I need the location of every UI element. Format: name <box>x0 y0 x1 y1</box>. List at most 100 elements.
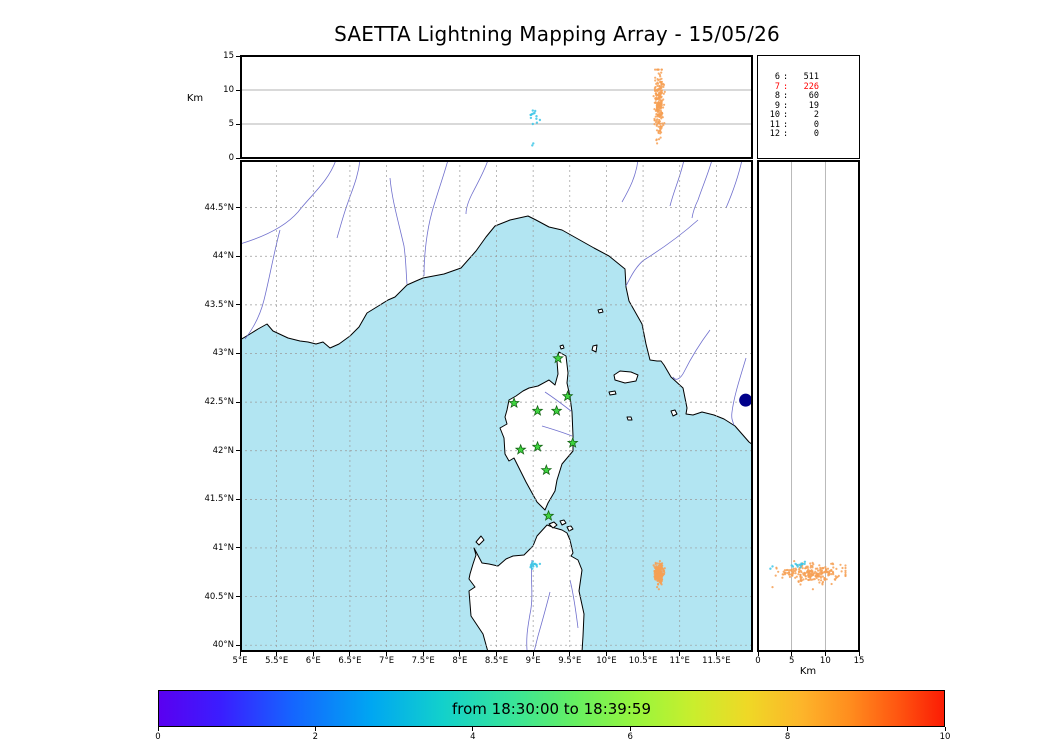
lightning-point <box>840 570 843 573</box>
lightning-point <box>663 103 666 106</box>
lightning-point <box>844 571 847 574</box>
river <box>389 177 408 285</box>
lon-tick-label: 6°E <box>305 656 321 666</box>
lightning-point <box>659 81 662 84</box>
lightning-point <box>781 576 784 579</box>
lightning-point <box>811 570 814 573</box>
lightning-point <box>654 89 657 93</box>
lightning-point <box>658 98 661 101</box>
lightning-point <box>657 125 660 128</box>
station-marker <box>508 396 520 409</box>
lon-tick <box>715 652 717 656</box>
lightning-point <box>660 102 663 106</box>
lightning-point <box>797 573 800 576</box>
lightning-point <box>535 115 538 118</box>
lightning-point <box>531 122 534 126</box>
island-montecristo <box>626 416 633 421</box>
map-panel <box>240 160 753 652</box>
station-count-value: 19 <box>808 100 819 111</box>
lightning-point <box>655 98 658 101</box>
lat-tick <box>236 207 240 209</box>
lightning-point <box>797 570 801 573</box>
lightning-point <box>787 573 791 576</box>
lightning-point <box>844 564 847 567</box>
lightning-point <box>793 560 796 563</box>
river <box>244 229 281 340</box>
lon-tick <box>239 652 241 656</box>
lon-tick <box>605 652 607 656</box>
lightning-point <box>532 563 535 566</box>
lightning-point <box>799 579 802 582</box>
colorbar-label: from 18:30:00 to 18:39:59 <box>451 699 651 718</box>
station-count-colon: : <box>782 81 789 92</box>
lightning-point <box>662 124 665 127</box>
top-ytick <box>236 157 240 159</box>
lightning-point <box>660 84 663 87</box>
lightning-point <box>657 567 661 570</box>
lightning-point <box>832 571 835 574</box>
lightning-point <box>799 563 802 567</box>
right-xtick-label: 15 <box>853 656 865 666</box>
lon-tick <box>386 652 388 656</box>
lightning-point <box>801 567 804 570</box>
top-ytick-label: 5 <box>228 119 234 129</box>
lon-tick <box>459 652 461 656</box>
lake-bolsena-circle <box>739 393 753 407</box>
colorbar-tick-label: 10 <box>939 732 951 742</box>
colorbar-tick-label: 0 <box>155 732 161 742</box>
top-ytick-label: 0 <box>228 153 234 163</box>
lightning-point <box>792 570 795 573</box>
altitude-latitude-panel <box>757 160 860 652</box>
colorbar-tick <box>157 727 159 731</box>
coastline-mainland <box>240 160 753 446</box>
lightning-point <box>812 578 815 581</box>
station-count-row: 10: 2 <box>758 110 859 121</box>
lightning-point <box>654 68 657 71</box>
lightning-point <box>771 586 774 589</box>
lightning-point <box>659 106 662 109</box>
lon-tick-label: 7°E <box>379 656 395 666</box>
lightning-point <box>658 103 661 106</box>
lightning-point <box>531 567 534 570</box>
lightning-point <box>799 583 802 586</box>
lightning-point <box>818 581 821 584</box>
lightning-point <box>656 562 659 565</box>
river <box>669 160 685 207</box>
right-xtick <box>858 652 860 656</box>
station-marker <box>566 436 579 448</box>
colorbar-tick <box>787 727 789 731</box>
right-xtick <box>824 652 826 656</box>
lightning-point <box>811 564 814 568</box>
lightning-point <box>656 142 659 145</box>
lon-tick-label: 8°E <box>452 656 468 666</box>
lightning-point <box>659 580 663 584</box>
lon-tick-label: 9.5°E <box>558 656 582 666</box>
lightning-point <box>531 560 534 563</box>
lightning-point <box>781 573 784 576</box>
lightning-point <box>791 574 794 577</box>
lightning-point <box>655 129 659 132</box>
colorbar-tick-label: 2 <box>312 732 319 742</box>
lightning-point <box>657 129 660 132</box>
lightning-point <box>827 574 830 577</box>
lat-tick <box>236 644 240 646</box>
lightning-point <box>660 125 663 128</box>
lightning-point <box>825 569 828 572</box>
map-gridlines <box>240 160 753 652</box>
lightning-point <box>659 569 662 572</box>
lightning-point <box>821 580 825 584</box>
station-count-key: 9 <box>774 100 780 111</box>
coastline-sardinia <box>468 524 585 652</box>
lightning-point <box>841 566 844 570</box>
lightning-point <box>538 118 542 122</box>
lightning-point <box>658 575 661 578</box>
lightning-point <box>816 573 819 576</box>
lightning-point <box>809 566 812 569</box>
colorbar-tick-label: 4 <box>470 732 476 742</box>
colorbar-tick-label: 8 <box>784 732 791 742</box>
lightning-point <box>655 68 659 71</box>
lightning-point <box>799 573 802 576</box>
lightning-point <box>835 567 838 570</box>
lightning-point <box>790 564 793 567</box>
lightning-point <box>775 567 778 570</box>
